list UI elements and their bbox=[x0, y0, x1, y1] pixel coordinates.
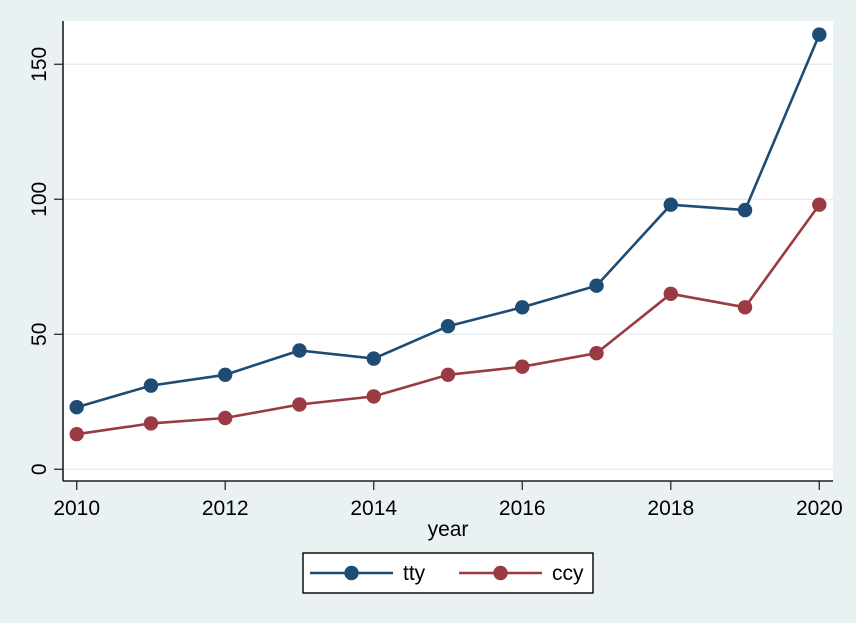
x-tick-label: 2020 bbox=[796, 497, 843, 520]
data-point-tty-2010 bbox=[69, 400, 84, 415]
data-point-tty-2012 bbox=[218, 367, 233, 382]
x-tick-label: 2014 bbox=[350, 497, 397, 520]
x-tick-label: 2016 bbox=[499, 497, 546, 520]
data-point-tty-2018 bbox=[663, 197, 678, 212]
data-point-ccy-2015 bbox=[440, 367, 456, 382]
data-point-ccy-2011 bbox=[143, 416, 159, 431]
y-tick-label: 50 bbox=[28, 323, 51, 346]
plot-area bbox=[63, 21, 833, 481]
legend-label-tty: tty bbox=[403, 562, 426, 585]
data-point-ccy-2016 bbox=[515, 359, 530, 374]
data-point-tty-2011 bbox=[143, 378, 159, 393]
data-point-ccy-2012 bbox=[218, 410, 233, 426]
x-axis-title: year bbox=[428, 518, 469, 541]
data-point-tty-2020 bbox=[812, 27, 827, 42]
x-tick-label: 2018 bbox=[647, 497, 694, 520]
data-point-ccy-2014 bbox=[366, 389, 381, 404]
legend: tty ccy bbox=[302, 552, 594, 594]
x-tick-label: 2012 bbox=[202, 497, 249, 520]
legend-marker-ccy bbox=[493, 565, 508, 581]
data-point-tty-2013 bbox=[292, 343, 307, 358]
data-point-ccy-2020 bbox=[812, 197, 827, 212]
legend-label-ccy: ccy bbox=[552, 562, 584, 585]
y-tick-label: 100 bbox=[28, 182, 51, 217]
x-tick-label: 2010 bbox=[53, 497, 100, 520]
data-point-ccy-2010 bbox=[69, 427, 84, 442]
data-point-tty-2016 bbox=[515, 300, 530, 315]
y-tick-label: 0 bbox=[28, 463, 51, 475]
data-point-tty-2017 bbox=[589, 278, 604, 293]
data-point-tty-2019 bbox=[737, 202, 753, 218]
grid-layer bbox=[63, 63, 833, 470]
legend-marker-tty bbox=[344, 565, 359, 581]
data-point-ccy-2018 bbox=[663, 286, 678, 301]
tick-layer: 0 50 100 150 2010 2012 2014 2016 2018 2020 bbox=[28, 47, 843, 520]
data-point-ccy-2017 bbox=[589, 346, 604, 361]
y-tick-label: 150 bbox=[28, 47, 51, 82]
data-point-ccy-2019 bbox=[737, 300, 753, 315]
data-point-ccy-2013 bbox=[292, 397, 307, 412]
series-layer bbox=[69, 27, 827, 442]
data-point-tty-2014 bbox=[366, 351, 381, 366]
data-point-tty-2015 bbox=[440, 319, 456, 334]
